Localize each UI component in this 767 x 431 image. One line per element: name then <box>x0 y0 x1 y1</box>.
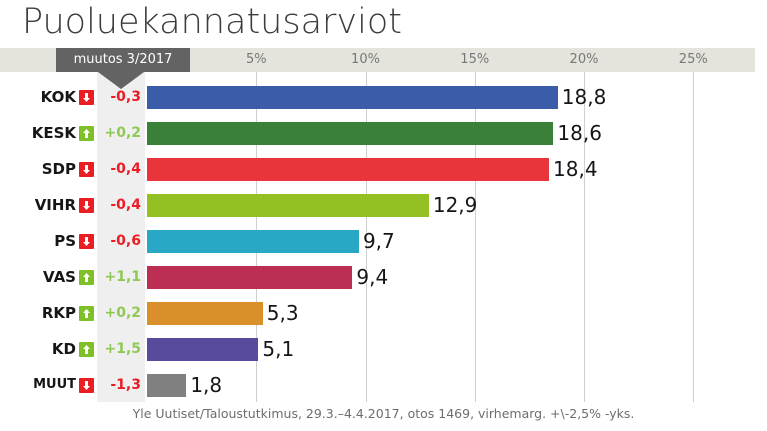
bar-row: VIHR -0,4 12,9 <box>0 187 767 223</box>
change-column-header-notch-icon <box>98 72 144 89</box>
arrow-down-icon <box>79 234 94 249</box>
change-column-header: muutos 3/2017 <box>56 48 190 72</box>
bar-value-kesk: 18,6 <box>557 121 602 145</box>
party-label-vas: VAS <box>42 268 76 286</box>
axis-tick-25: 25% <box>678 52 708 67</box>
change-value-kd: +1,5 <box>104 341 141 357</box>
arrow-up-icon <box>79 126 94 141</box>
arrow-up-icon <box>79 270 94 285</box>
bar-value-muut: 1,8 <box>190 373 223 397</box>
party-label-rkp: RKP <box>41 304 76 322</box>
bar-rkp <box>147 302 263 325</box>
arrow-up-icon <box>79 306 94 321</box>
party-label-kd: KD <box>51 340 76 358</box>
party-label-kok: KOK <box>40 88 76 106</box>
bar-row: RKP +0,2 5,3 <box>0 295 767 331</box>
axis-tick-10: 10% <box>351 52 380 67</box>
party-label-kesk: KESK <box>31 124 76 142</box>
gridline-20 <box>584 72 585 402</box>
bar-kesk <box>147 122 554 145</box>
gridline-10 <box>366 72 367 402</box>
bar-row: KD +1,5 5,1 <box>0 331 767 367</box>
bar-vas <box>147 266 353 289</box>
party-label-vihr: VIHR <box>34 196 76 214</box>
bar-value-sdp: 18,4 <box>553 157 598 181</box>
change-value-kesk: +0,2 <box>104 125 141 141</box>
party-label-muut: MUUT <box>33 377 76 392</box>
bar-sdp <box>147 158 550 181</box>
bar-row: KESK +0,2 18,6 <box>0 115 767 151</box>
change-value-rkp: +0,2 <box>104 305 141 321</box>
bar-value-ps: 9,7 <box>362 229 395 253</box>
arrow-down-icon <box>79 378 94 393</box>
party-label-sdp: SDP <box>41 160 76 178</box>
change-value-vas: +1,1 <box>104 269 141 285</box>
bar-row: MUUT -1,3 1,8 <box>0 367 767 403</box>
bar-value-kd: 5,1 <box>262 337 295 361</box>
arrow-down-icon <box>79 162 94 177</box>
change-value-sdp: -0,4 <box>110 161 141 177</box>
bar-row: SDP -0,4 18,4 <box>0 151 767 187</box>
change-column-background <box>97 72 145 402</box>
arrow-up-icon <box>79 342 94 357</box>
arrow-down-icon <box>79 90 94 105</box>
change-column-header-label: muutos 3/2017 <box>73 52 173 67</box>
bar-vihr <box>147 194 429 217</box>
bar-value-rkp: 5,3 <box>266 301 299 325</box>
axis-tick-15: 15% <box>460 52 490 67</box>
axis-tick-5: 5% <box>245 52 267 67</box>
bar-muut <box>147 374 187 397</box>
change-value-kok: -0,3 <box>110 89 141 105</box>
bar-kok <box>147 86 558 109</box>
bar-kd <box>147 338 259 361</box>
party-label-ps: PS <box>54 232 76 250</box>
bar-ps <box>147 230 359 253</box>
axis-tick-20: 20% <box>569 52 599 67</box>
bar-value-kok: 18,8 <box>561 85 607 109</box>
gridline-15 <box>475 72 476 402</box>
bar-value-vas: 9,4 <box>356 265 389 289</box>
bar-row: PS -0,6 9,7 <box>0 223 767 259</box>
change-value-ps: -0,6 <box>110 233 141 249</box>
gridline-25 <box>693 72 694 402</box>
change-value-vihr: -0,4 <box>110 197 141 213</box>
arrow-down-icon <box>79 198 94 213</box>
bar-row: VAS +1,1 9,4 <box>0 259 767 295</box>
page-title: Puoluekannatusarviot <box>22 2 402 42</box>
source-footnote: Yle Uutiset/Taloustutkimus, 29.3.–4.4.20… <box>132 406 635 421</box>
bar-value-vihr: 12,9 <box>432 193 478 217</box>
change-value-muut: -1,3 <box>110 377 141 393</box>
bar-row: KOK -0,3 18,8 <box>0 79 767 115</box>
